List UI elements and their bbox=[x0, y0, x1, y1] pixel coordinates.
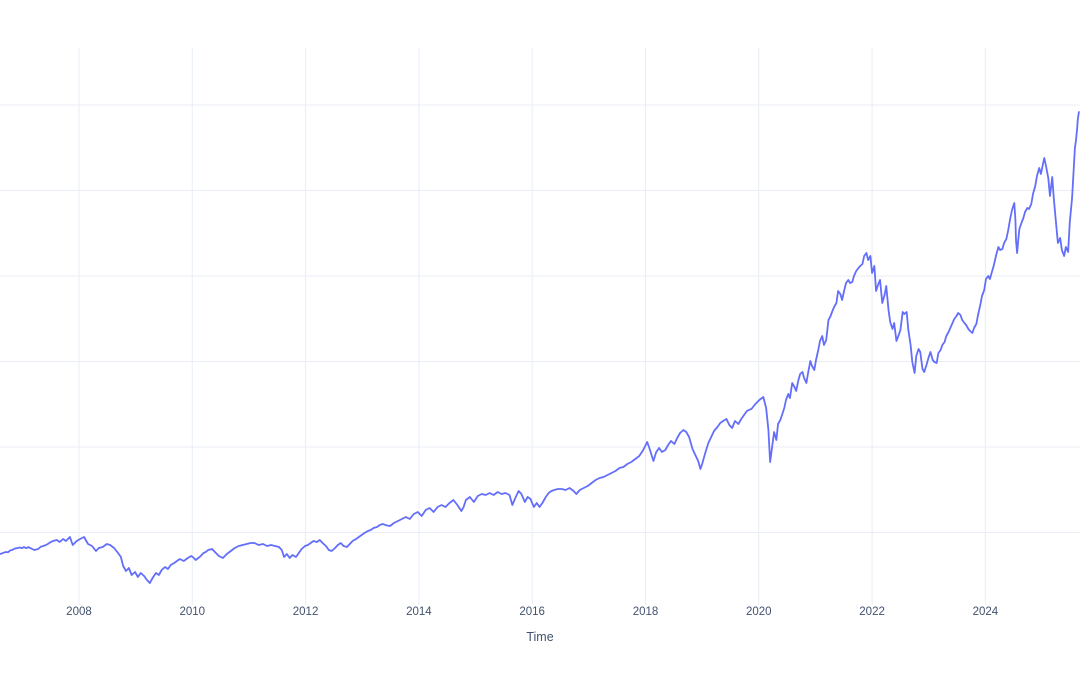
x-tick-label: 2018 bbox=[633, 606, 659, 618]
x-tick-label: 2012 bbox=[293, 606, 319, 618]
x-axis-tick-marks bbox=[78, 600, 986, 605]
x-tick-label: 2022 bbox=[859, 606, 885, 618]
x-tick-label: 2020 bbox=[746, 606, 772, 618]
x-axis-tick-labels: 2008 2010 2012 2014 2016 2018 2020 2022 2024 bbox=[66, 606, 999, 618]
x-axis-title: Time bbox=[526, 630, 553, 644]
horizontal-gridlines bbox=[0, 104, 1080, 533]
x-tick-label: 2008 bbox=[66, 606, 92, 618]
price-line-series bbox=[0, 111, 1080, 584]
vertical-gridlines bbox=[78, 48, 986, 600]
x-tick-label: 2016 bbox=[519, 606, 545, 618]
x-tick-label: 2014 bbox=[406, 606, 432, 618]
x-tick-label: 2010 bbox=[179, 606, 205, 618]
x-tick-label: 2024 bbox=[973, 606, 999, 618]
